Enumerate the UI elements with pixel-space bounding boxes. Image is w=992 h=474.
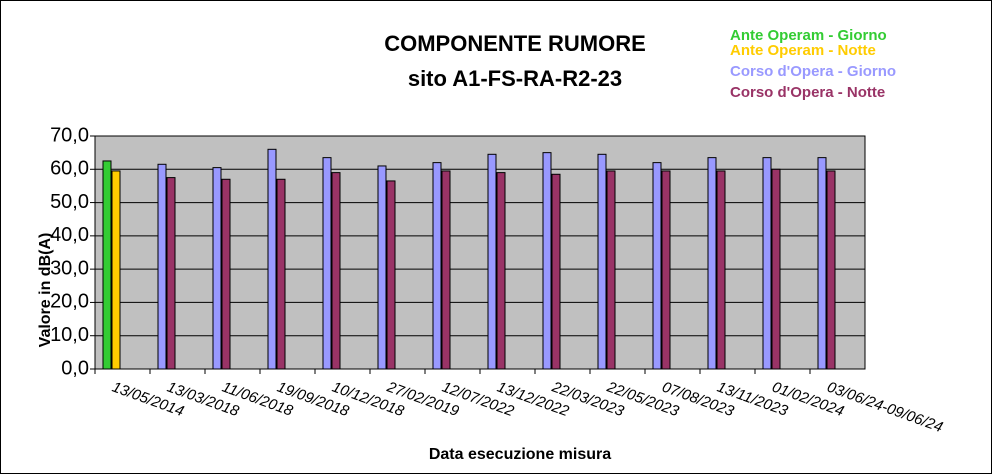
bar	[331, 172, 341, 370]
plot-area	[95, 136, 865, 369]
y-tick-label: 20,0	[50, 291, 89, 313]
bar	[102, 160, 112, 370]
y-tick-label: 50,0	[50, 191, 89, 213]
bar	[276, 178, 286, 370]
bar	[551, 173, 561, 370]
y-tick-label: 60,0	[50, 158, 89, 180]
bar	[762, 157, 772, 370]
bar	[386, 180, 396, 370]
bar	[267, 148, 277, 370]
bar	[597, 153, 607, 370]
y-tick-label: 30,0	[50, 257, 89, 279]
bar	[661, 170, 671, 370]
bar	[716, 170, 726, 370]
bar	[487, 153, 497, 370]
bar	[817, 157, 827, 370]
bar	[221, 178, 231, 370]
bar	[496, 172, 506, 370]
bar	[652, 162, 662, 370]
legend-label: Corso d'Opera - Giorno	[730, 63, 896, 80]
legend-label: Corso d'Opera - Notte	[730, 84, 885, 101]
bar	[322, 157, 332, 370]
bar	[441, 170, 451, 370]
bar	[826, 170, 836, 370]
bar	[707, 157, 717, 370]
y-tick-label: 40,0	[50, 224, 89, 246]
bar	[606, 170, 616, 370]
legend-label: Ante Operam - Notte	[730, 42, 876, 59]
y-tick-label: 70,0	[50, 124, 89, 146]
chart-subtitle: sito A1-FS-RA-R2-23	[408, 66, 622, 91]
bar	[212, 167, 222, 370]
bar	[432, 162, 442, 370]
bar	[166, 177, 176, 370]
bar	[542, 152, 552, 370]
x-axis-label: Data esecuzione misura	[429, 446, 611, 463]
chart-title: COMPONENTE RUMORE	[384, 31, 646, 56]
legend-label: Ante Operam - Giorno	[730, 27, 887, 44]
bar	[157, 163, 167, 370]
y-tick-label: 0,0	[61, 357, 89, 379]
y-axis-label: Valore in dB(A)	[37, 233, 54, 348]
bar	[377, 165, 387, 370]
bar	[771, 168, 781, 370]
y-tick-label: 10,0	[50, 324, 89, 346]
bar	[111, 170, 121, 370]
